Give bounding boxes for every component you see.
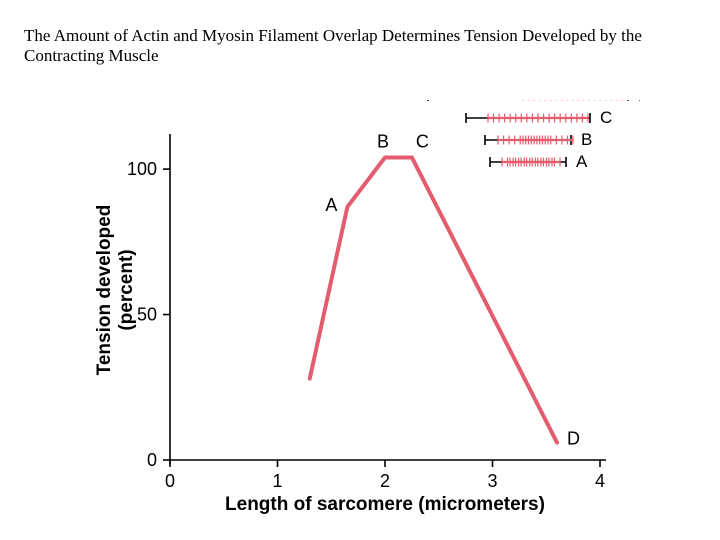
y-axis-label-line2: (percent) <box>116 249 137 330</box>
sarcomere-row-label: A <box>576 152 588 171</box>
sarcomere-legend: D CBA <box>428 100 640 171</box>
curve-point-label: B <box>377 131 389 151</box>
length-tension-chart: 0 1 2 3 4 0 50 100 Length of sarcomere (micromet… <box>60 100 640 520</box>
curve-point-label: C <box>416 131 429 151</box>
sarcomere-row-label: B <box>581 130 592 149</box>
y-tick-label: 100 <box>127 159 157 179</box>
x-tick-label: 1 <box>272 471 282 491</box>
curve-point-label: D <box>567 429 580 449</box>
y-axis-label-line1: Tension developed <box>94 205 115 376</box>
page-title: The Amount of Actin and Myosin Filament … <box>24 26 684 67</box>
sarcomere-row-label: C <box>600 108 612 127</box>
x-axis-label: Length of sarcomere (micrometers) <box>225 494 545 515</box>
y-tick-label: 0 <box>147 450 157 470</box>
x-tick-label: 2 <box>380 471 390 491</box>
tension-curve <box>310 157 557 442</box>
x-tick-label: 4 <box>595 471 605 491</box>
sarcomere-row-label: D <box>638 100 640 105</box>
y-tick-label: 50 <box>137 305 157 325</box>
x-tick-label: 3 <box>487 471 497 491</box>
curve-point-label: A <box>325 195 337 215</box>
x-tick-label: 0 <box>165 471 175 491</box>
